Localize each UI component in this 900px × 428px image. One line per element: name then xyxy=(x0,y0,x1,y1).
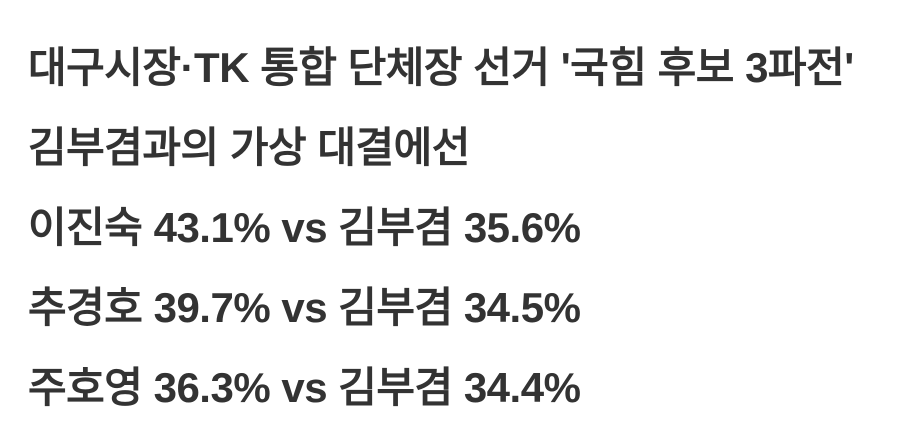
headline-title: 대구시장·TK 통합 단체장 선거 '국힘 후보 3파전' xyxy=(28,44,854,91)
matchup-line-1: 이진숙 43.1% vs 김부겸 35.6% xyxy=(28,204,581,251)
matchup-line-3: 주호영 36.3% vs 김부겸 34.4% xyxy=(28,364,581,411)
headline-subtitle: 김부겸과의 가상 대결에선 xyxy=(28,124,470,171)
matchup-line-2: 추경호 39.7% vs 김부겸 34.5% xyxy=(28,284,581,331)
